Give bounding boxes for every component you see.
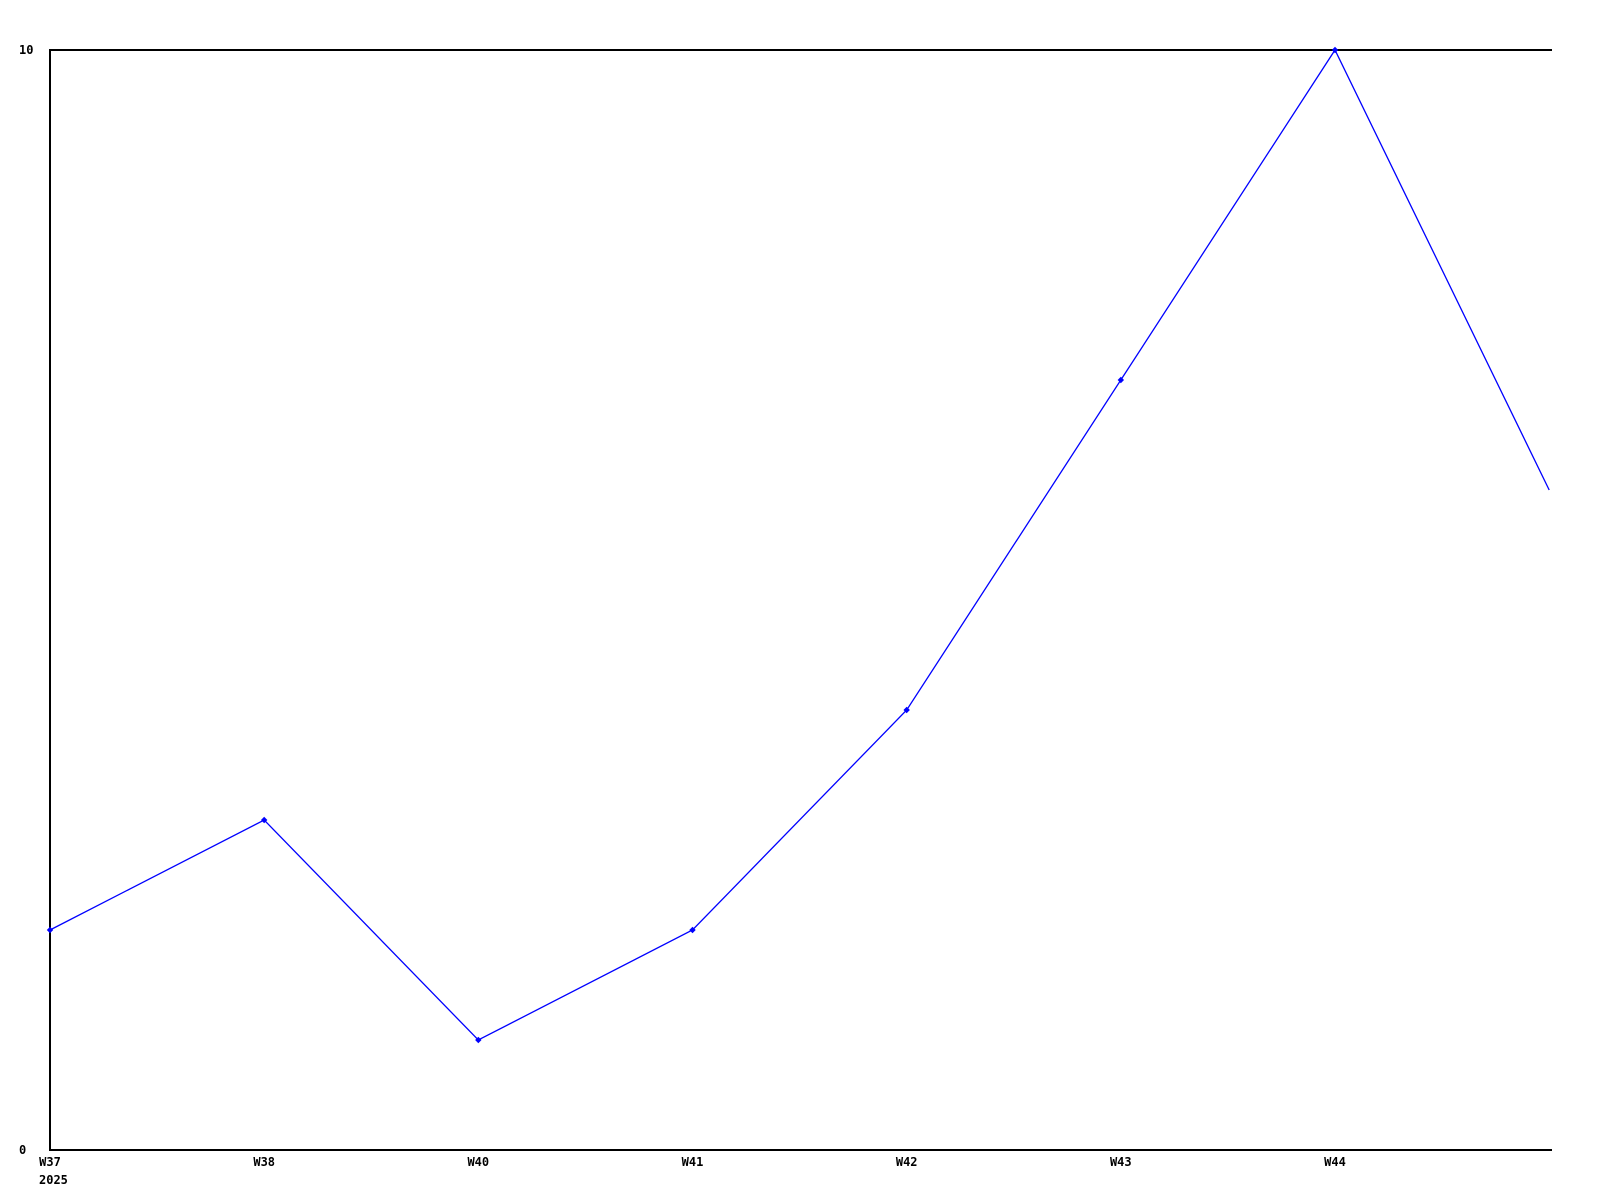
x-tick-label: W40	[467, 1155, 489, 1169]
data-point-marker	[46, 926, 54, 934]
data-point-marker	[1331, 46, 1339, 54]
x-axis-year-label: 2025	[39, 1173, 68, 1187]
y-axis-min-label: 0	[19, 1143, 26, 1157]
x-tick-label: W38	[253, 1155, 275, 1169]
data-point-marker	[903, 706, 910, 714]
data-point-marker	[1117, 376, 1125, 384]
data-point-marker	[689, 926, 696, 934]
data-point-marker	[475, 1036, 482, 1044]
x-tick-label: W42	[896, 1155, 918, 1169]
x-tick-label: W44	[1324, 1155, 1346, 1169]
x-tick-label: W43	[1110, 1155, 1132, 1169]
series-line	[49, 48, 1550, 1041]
x-axis-labels: W37 W38 W40 W41 W42 W43 W44	[39, 1155, 1346, 1169]
y-axis-max-label: 10	[19, 43, 33, 57]
x-tick-label: W41	[682, 1155, 704, 1169]
axes-border	[49, 49, 1552, 1151]
x-tick-label: W37	[39, 1155, 61, 1169]
data-point-marker	[260, 816, 268, 824]
series-layer	[46, 46, 1550, 1044]
